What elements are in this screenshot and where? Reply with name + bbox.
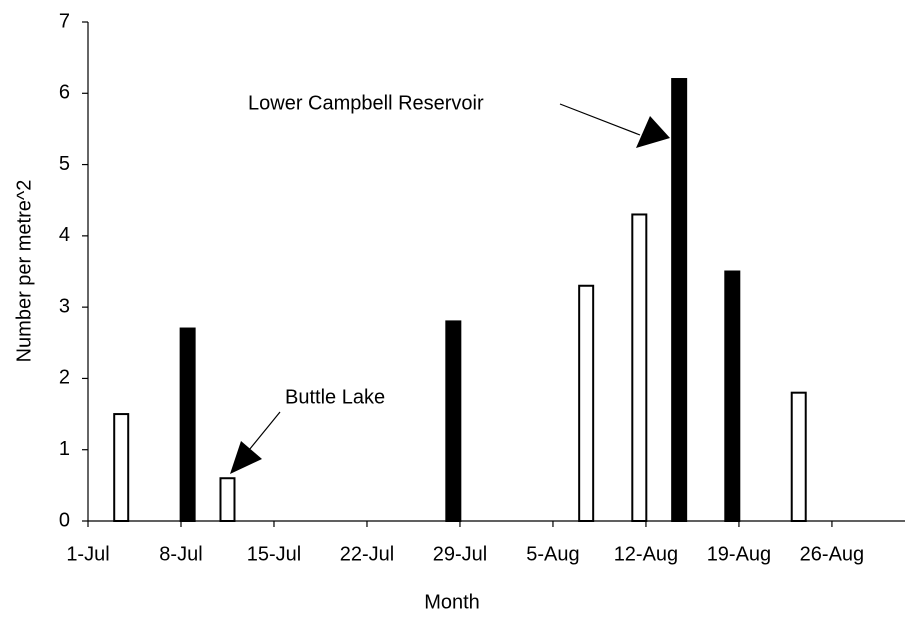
y-tick-label: 4 xyxy=(59,224,70,246)
bar xyxy=(179,327,196,522)
x-axis-label: Month xyxy=(424,591,480,613)
y-tick-label: 6 xyxy=(59,82,70,104)
bar xyxy=(724,270,741,522)
annotation: Lower Campbell Reservoir xyxy=(248,92,484,114)
x-tick-label: 5-Aug xyxy=(526,543,579,565)
y-tick-label: 0 xyxy=(59,509,70,531)
y-tick-label: 2 xyxy=(59,367,70,389)
x-tick-label: 19-Aug xyxy=(707,543,772,565)
annotation: Buttle Lake xyxy=(285,386,385,408)
bar xyxy=(671,78,688,523)
y-tick-label: 5 xyxy=(59,153,70,175)
bar xyxy=(578,284,595,522)
annotation-arrow xyxy=(244,411,281,456)
x-tick-label: 26-Aug xyxy=(800,543,865,565)
bar xyxy=(113,413,130,523)
arrow-head xyxy=(636,116,670,148)
x-tick-label: 29-Jul xyxy=(433,543,487,565)
x-tick-label: 12-Aug xyxy=(614,543,679,565)
bar xyxy=(219,477,236,523)
y-tick-label: 3 xyxy=(59,295,70,317)
arrow-head xyxy=(230,441,262,474)
bar xyxy=(790,391,807,522)
y-axis-label: Number per metre^2 xyxy=(13,180,35,363)
y-tick-label: 1 xyxy=(59,438,70,460)
annotation-arrow xyxy=(559,103,641,136)
x-tick-label: 8-Jul xyxy=(159,543,202,565)
bar xyxy=(631,213,648,522)
y-tick-label: 7 xyxy=(59,10,70,32)
bar xyxy=(445,320,462,522)
x-tick-label: 22-Jul xyxy=(340,543,394,565)
x-tick-label: 1-Jul xyxy=(66,543,109,565)
x-tick-label: 15-Jul xyxy=(247,543,301,565)
